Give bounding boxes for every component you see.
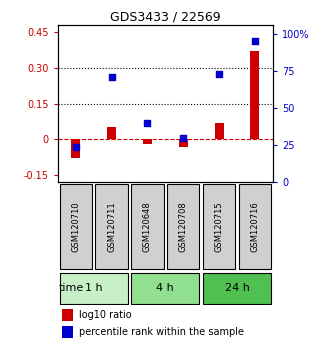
Text: GSM120716: GSM120716 xyxy=(250,201,259,252)
FancyBboxPatch shape xyxy=(60,273,128,304)
Point xyxy=(181,135,186,141)
FancyBboxPatch shape xyxy=(131,184,163,269)
Text: GSM120710: GSM120710 xyxy=(71,201,80,252)
Text: GSM120708: GSM120708 xyxy=(179,201,188,252)
Point xyxy=(73,144,78,149)
Text: percentile rank within the sample: percentile rank within the sample xyxy=(79,327,244,337)
Text: GSM120648: GSM120648 xyxy=(143,201,152,252)
FancyBboxPatch shape xyxy=(95,184,128,269)
Bar xyxy=(179,139,188,147)
Text: 1 h: 1 h xyxy=(85,283,102,293)
FancyBboxPatch shape xyxy=(203,273,271,304)
Text: 24 h: 24 h xyxy=(225,283,249,293)
FancyBboxPatch shape xyxy=(131,273,199,304)
Text: GSM120711: GSM120711 xyxy=(107,201,116,252)
Text: 4 h: 4 h xyxy=(156,283,174,293)
FancyBboxPatch shape xyxy=(60,184,92,269)
Bar xyxy=(62,326,73,338)
Bar xyxy=(71,139,80,159)
Bar xyxy=(143,139,152,144)
Point xyxy=(109,74,114,80)
Bar xyxy=(107,127,116,139)
Point xyxy=(216,71,221,77)
Title: GDS3433 / 22569: GDS3433 / 22569 xyxy=(110,11,221,24)
FancyBboxPatch shape xyxy=(239,184,271,269)
Text: log10 ratio: log10 ratio xyxy=(79,310,132,320)
FancyBboxPatch shape xyxy=(203,184,235,269)
Text: time: time xyxy=(58,283,84,293)
Point xyxy=(252,38,257,44)
Point xyxy=(145,120,150,126)
Bar xyxy=(250,51,259,139)
Text: GSM120715: GSM120715 xyxy=(214,201,224,252)
Bar xyxy=(62,309,73,321)
FancyBboxPatch shape xyxy=(167,184,199,269)
Bar xyxy=(215,122,223,139)
